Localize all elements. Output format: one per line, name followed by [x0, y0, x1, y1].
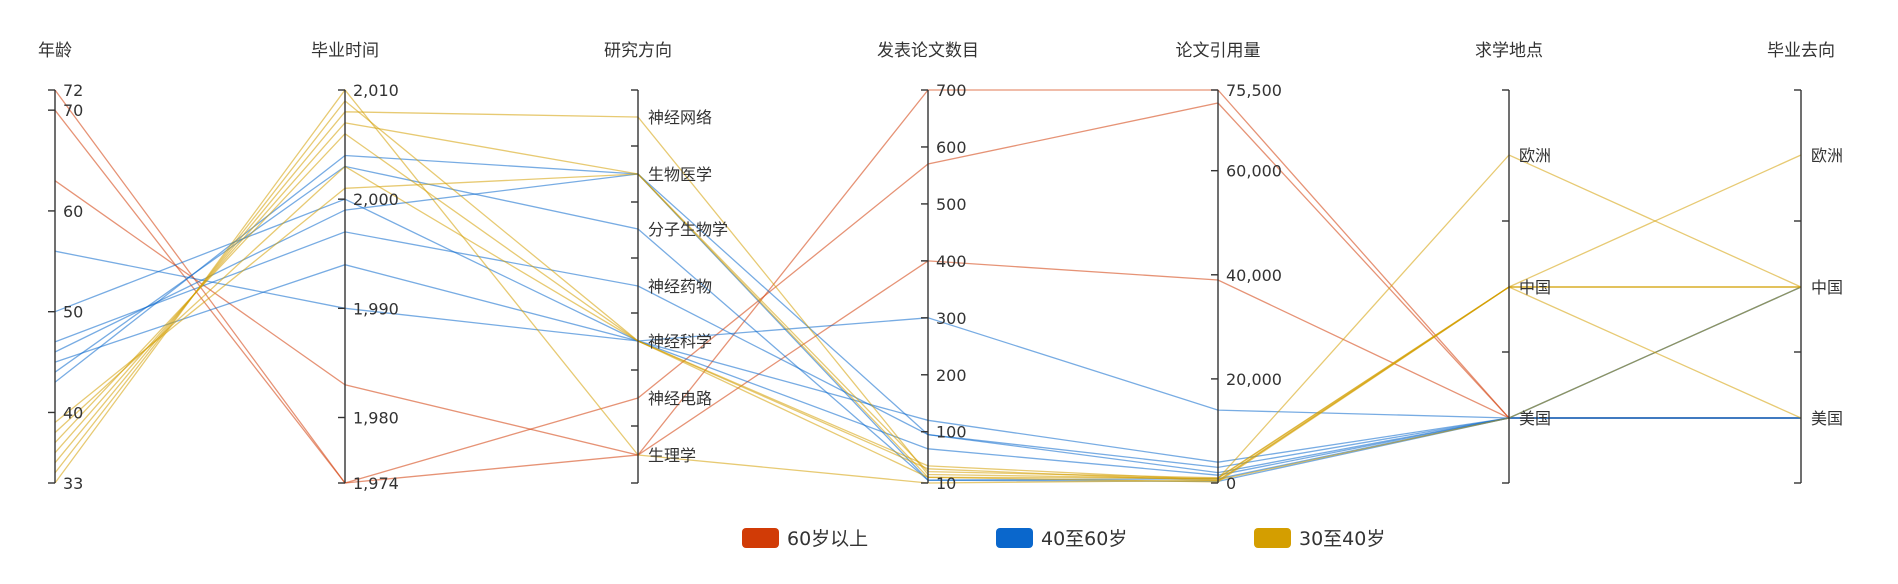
- axis-name: 研究方向: [604, 41, 672, 61]
- tick-label: 600: [936, 138, 967, 157]
- axis-name: 年龄: [38, 41, 72, 61]
- category-label: 美国: [1811, 409, 1843, 428]
- axis-4: 论文引用量 0 20,000 40,000 60,000 75,500: [1176, 41, 1282, 493]
- tick-label: 200: [936, 366, 967, 385]
- tick-label: 60: [63, 202, 83, 221]
- tick-label: 75,500: [1226, 81, 1282, 100]
- axis-name: 论文引用量: [1176, 41, 1261, 61]
- tick-label: 1,980: [353, 409, 399, 428]
- tick-label: 2,010: [353, 81, 399, 100]
- category-label: 神经科学: [648, 332, 712, 351]
- axis-name: 毕业时间: [311, 41, 379, 61]
- tick-label: 33: [63, 474, 83, 493]
- axis-3: 发表论文数目 10 100 200 300 400 500 600 700: [877, 41, 979, 493]
- legend-swatch: [742, 528, 779, 548]
- category-label: 生物医学: [648, 165, 712, 184]
- legend-item[interactable]: 30至40岁: [1254, 528, 1385, 550]
- tick-label: 1,990: [353, 299, 399, 318]
- tick-label: 60,000: [1226, 162, 1282, 181]
- tick-label: 40,000: [1226, 266, 1282, 285]
- legend-swatch: [996, 528, 1033, 548]
- axis-name: 求学地点: [1475, 41, 1543, 61]
- tick-label: 70: [63, 101, 83, 120]
- axis-name: 发表论文数目: [877, 41, 979, 61]
- category-label: 分子生物学: [648, 220, 728, 239]
- tick-label: 40: [63, 403, 83, 422]
- tick-label: 100: [936, 423, 967, 442]
- category-label: 美国: [1519, 409, 1551, 428]
- tick-label: 20,000: [1226, 370, 1282, 389]
- category-label: 欧洲: [1811, 146, 1843, 165]
- legend-item[interactable]: 40至60岁: [996, 528, 1127, 550]
- category-label: 神经网络: [648, 108, 712, 127]
- category-label: 欧洲: [1519, 146, 1551, 165]
- category-label: 中国: [1811, 278, 1843, 297]
- tick-label: 2,000: [353, 190, 399, 209]
- tick-label: 500: [936, 195, 967, 214]
- tick-label: 1,974: [353, 474, 399, 493]
- legend[interactable]: 60岁以上 40至60岁 30至40岁: [742, 528, 1385, 550]
- legend-label: 30至40岁: [1299, 528, 1385, 550]
- category-label: 神经药物: [648, 277, 712, 296]
- category-label: 生理学: [648, 446, 696, 465]
- tick-label: 10: [936, 474, 956, 493]
- category-label: 神经电路: [648, 389, 712, 408]
- tick-label: 400: [936, 252, 967, 271]
- tick-label: 0: [1226, 474, 1236, 493]
- legend-label: 40至60岁: [1041, 528, 1127, 550]
- tick-label: 300: [936, 309, 967, 328]
- tick-label: 700: [936, 81, 967, 100]
- axis-name: 毕业去向: [1767, 41, 1835, 61]
- legend-item[interactable]: 60岁以上: [742, 528, 868, 550]
- category-label: 中国: [1519, 278, 1551, 297]
- tick-label: 50: [63, 303, 83, 322]
- legend-swatch: [1254, 528, 1291, 548]
- tick-label: 72: [63, 81, 83, 100]
- legend-label: 60岁以上: [787, 528, 868, 550]
- axis-1: 毕业时间 1,974 1,980 1,990 2,000 2,010: [311, 41, 399, 493]
